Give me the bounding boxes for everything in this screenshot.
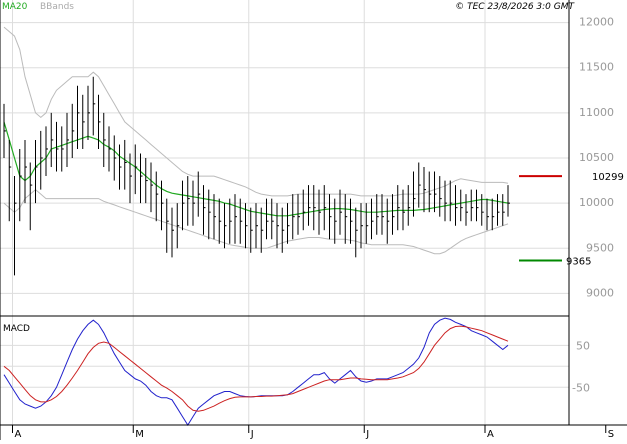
- resistance-level-label: 10299: [592, 172, 624, 183]
- x-tick-label: M: [135, 429, 144, 440]
- macd-panel: [3, 317, 509, 426]
- price-y-tick-label: 10500: [579, 151, 614, 164]
- x-tick-label: J: [365, 429, 369, 440]
- legend-ma20: MA20: [2, 2, 28, 12]
- macd-y-tick-label: -50: [572, 381, 590, 394]
- price-y-tick-label: 11000: [579, 106, 614, 119]
- price-y-tick-label: 9000: [586, 286, 614, 299]
- x-tick-label: A: [487, 429, 494, 440]
- price-y-tick-label: 11500: [579, 61, 614, 74]
- price-y-tick-label: 12000: [579, 16, 614, 29]
- copyright-text: © TEC 23/8/2026 3:0 GMT: [455, 2, 575, 12]
- signal-line: [3, 325, 509, 412]
- x-tick-label: S: [608, 429, 614, 440]
- bb-lower-line: [3, 188, 509, 255]
- macd-label: MACD: [3, 324, 30, 334]
- x-tick-label: J: [250, 429, 254, 440]
- support-level-label: 9365: [566, 256, 591, 267]
- price-panel: 10299 9365: [3, 26, 624, 276]
- macd-y-tick-label: 50: [576, 339, 590, 352]
- price-y-tick-label: 9500: [586, 241, 614, 254]
- x-tick-label: A: [15, 429, 22, 440]
- price-y-tick-label: 10000: [579, 196, 614, 209]
- legend-bbands: BBands: [40, 2, 74, 12]
- grid-lines: A M J J A S 9000 9500 10000 10500 11000 11500 12000 5…: [0, 0, 614, 440]
